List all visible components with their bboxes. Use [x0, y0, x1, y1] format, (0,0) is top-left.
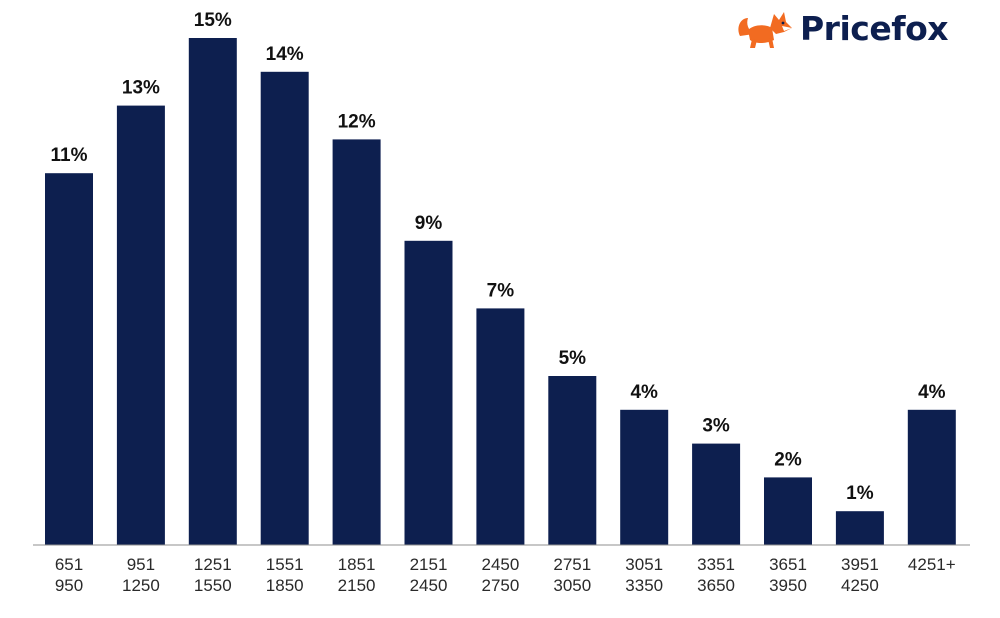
bar [45, 173, 93, 545]
x-tick-label: 951 [127, 555, 155, 574]
x-tick-label: 2151 [410, 555, 448, 574]
bar [835, 511, 884, 545]
x-tick-label: 2450 [481, 555, 519, 574]
x-tick-label: 3050 [553, 576, 591, 595]
x-tick-label: 1550 [194, 576, 232, 595]
x-tick-label: 3051 [625, 555, 663, 574]
brand-name: Pricefox [800, 8, 949, 48]
data-label: 15% [194, 10, 232, 31]
x-tick-label: 3950 [769, 576, 807, 595]
bar [188, 38, 237, 545]
data-label: 12% [338, 111, 376, 132]
bar [116, 105, 165, 545]
bar [404, 240, 453, 546]
x-tick-label: 1551 [266, 555, 304, 574]
x-tick-label: 1251 [194, 555, 232, 574]
data-label: 4% [918, 382, 946, 403]
x-tick-label: 2150 [338, 576, 376, 595]
x-tick-label: 3651 [769, 555, 807, 574]
bar [692, 443, 741, 545]
data-label: 1% [846, 483, 874, 504]
bar [620, 409, 669, 545]
data-label: 9% [415, 213, 443, 234]
x-tick-label: 2450 [410, 576, 448, 595]
x-tick-label: 1851 [338, 555, 376, 574]
x-tick-label: 3650 [697, 576, 735, 595]
x-tick-label: 4250 [841, 576, 879, 595]
data-label: 5% [559, 348, 587, 369]
bar [764, 477, 812, 545]
x-tick-label: 1850 [266, 576, 304, 595]
x-tick-label: 1250 [122, 576, 160, 595]
x-tick-label: 4251+ [908, 555, 956, 574]
x-tick-label: 3351 [697, 555, 735, 574]
fox-icon [738, 12, 792, 48]
bar [548, 376, 597, 545]
bar [332, 139, 381, 545]
data-label: 7% [487, 280, 515, 301]
pricefox-logo: Pricefox [736, 6, 949, 50]
x-tick-label: 651 [55, 555, 83, 574]
data-label: 13% [122, 78, 160, 99]
data-label: 11% [51, 145, 88, 166]
x-tick-label: 2751 [553, 555, 591, 574]
data-label: 3% [702, 416, 730, 437]
data-label: 4% [630, 382, 658, 403]
data-label: 14% [266, 44, 304, 65]
bar [260, 71, 309, 546]
bar [907, 409, 956, 545]
x-tick-label: 3951 [841, 555, 879, 574]
x-tick-label: 950 [55, 576, 83, 595]
x-tick-label: 2750 [481, 576, 519, 595]
data-label: 2% [774, 449, 802, 470]
x-tick-label: 3350 [625, 576, 663, 595]
bar [476, 308, 525, 545]
